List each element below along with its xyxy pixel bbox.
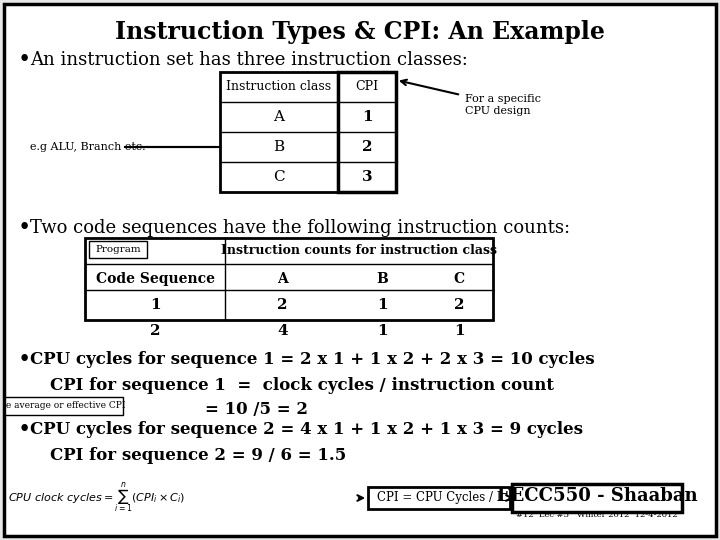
Text: = 10 /5 = 2: = 10 /5 = 2 — [205, 402, 308, 418]
Bar — [85, 238, 493, 320]
Text: Instruction class: Instruction class — [226, 80, 332, 93]
Text: A: A — [274, 110, 284, 124]
Text: EECC550 - Shaaban: EECC550 - Shaaban — [497, 487, 697, 505]
Text: •: • — [18, 419, 31, 441]
Text: 1: 1 — [454, 324, 464, 338]
Text: •: • — [18, 349, 31, 371]
Bar — [338, 72, 396, 192]
Text: 2: 2 — [361, 140, 372, 154]
Text: ie average or effective CPI: ie average or effective CPI — [3, 402, 125, 410]
Text: 2: 2 — [150, 324, 161, 338]
Text: 2: 2 — [277, 298, 288, 312]
Text: C: C — [454, 272, 464, 286]
Text: 1: 1 — [361, 110, 372, 124]
Text: 4: 4 — [277, 324, 288, 338]
Text: 3: 3 — [361, 170, 372, 184]
Bar — [220, 72, 396, 192]
Text: B: B — [274, 140, 284, 154]
Text: For a specific
CPU design: For a specific CPU design — [465, 94, 541, 116]
Text: Code Sequence: Code Sequence — [96, 272, 215, 286]
Text: CPI: CPI — [356, 80, 379, 93]
Bar — [89, 241, 147, 258]
Bar — [368, 487, 510, 509]
Text: CPI for sequence 2 = 9 / 6 = 1.5: CPI for sequence 2 = 9 / 6 = 1.5 — [50, 447, 346, 463]
Text: CPU cycles for sequence 2 = 4 x 1 + 1 x 2 + 1 x 3 = 9 cycles: CPU cycles for sequence 2 = 4 x 1 + 1 x … — [30, 422, 583, 438]
Text: A: A — [277, 272, 288, 286]
Text: •: • — [18, 49, 31, 71]
Text: Two code sequences have the following instruction counts:: Two code sequences have the following in… — [30, 219, 570, 237]
Text: #12  Lec #3   Winter 2012  12-4-2012: #12 Lec #3 Winter 2012 12-4-2012 — [516, 511, 678, 519]
Text: CPI = CPU Cycles / I: CPI = CPU Cycles / I — [377, 491, 501, 504]
Text: CPU cycles for sequence 1 = 2 x 1 + 1 x 2 + 2 x 3 = 10 cycles: CPU cycles for sequence 1 = 2 x 1 + 1 x … — [30, 352, 595, 368]
Text: 1: 1 — [150, 298, 161, 312]
Bar — [5, 397, 123, 415]
Bar — [512, 484, 682, 512]
Text: CPI for sequence 1  =  clock cycles / instruction count: CPI for sequence 1 = clock cycles / inst… — [50, 376, 554, 394]
Text: 1: 1 — [377, 324, 388, 338]
Text: e.g ALU, Branch etc.: e.g ALU, Branch etc. — [30, 142, 145, 152]
Text: Program: Program — [95, 245, 141, 254]
Text: Instruction Types & CPI: An Example: Instruction Types & CPI: An Example — [115, 20, 605, 44]
Text: $CPU\ clock\ cycles = \sum_{i=1}^{n}(CPI_i \times C_i)$: $CPU\ clock\ cycles = \sum_{i=1}^{n}(CPI… — [8, 481, 185, 515]
Text: •: • — [18, 217, 31, 239]
Text: Instruction counts for instruction class: Instruction counts for instruction class — [221, 245, 497, 258]
Text: 2: 2 — [454, 298, 464, 312]
Text: 1: 1 — [377, 298, 388, 312]
Text: C: C — [273, 170, 285, 184]
Text: B: B — [377, 272, 388, 286]
Text: An instruction set has three instruction classes:: An instruction set has three instruction… — [30, 51, 468, 69]
